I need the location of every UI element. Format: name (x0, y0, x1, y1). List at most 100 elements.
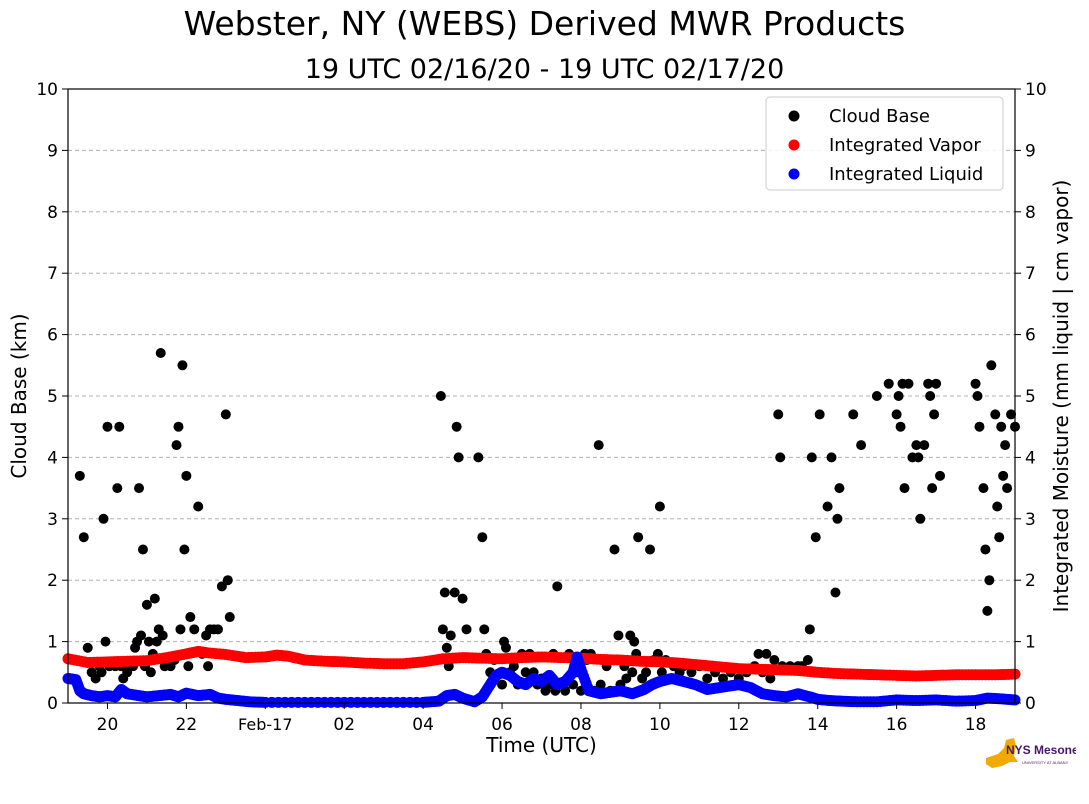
data-point (998, 470, 1009, 481)
x-tick-label: Feb-17 (238, 715, 292, 734)
legend-marker (788, 110, 800, 122)
data-point (895, 421, 906, 432)
data-point (1002, 483, 1013, 494)
data-point (802, 655, 813, 666)
data-point (477, 532, 488, 543)
y-tick-label-right: 8 (1025, 203, 1036, 223)
data-point (155, 348, 166, 359)
data-point (593, 440, 604, 451)
y-axis-label: Cloud Base (km) (7, 313, 31, 478)
data-point (974, 421, 985, 432)
data-point (986, 360, 997, 371)
data-point (449, 587, 460, 598)
data-point (500, 642, 511, 653)
y-tick-label: 9 (47, 141, 58, 161)
y-tick-label: 10 (36, 80, 58, 100)
y-axis-label-right: Integrated Moisture (mm liquid | cm vapo… (1049, 180, 1073, 613)
y-tick-label-right: 2 (1025, 571, 1036, 591)
logo-text: NYS Mesonet (1006, 743, 1076, 757)
data-point (927, 483, 938, 494)
data-point (970, 378, 981, 389)
data-point (102, 421, 113, 432)
data-point (520, 667, 531, 678)
y-tick-label: 0 (47, 694, 58, 714)
data-point (856, 440, 867, 451)
data-point (645, 544, 656, 555)
data-point (641, 667, 652, 678)
data-point (996, 421, 1007, 432)
data-point (185, 612, 196, 623)
data-point (984, 575, 995, 586)
data-point (982, 605, 993, 616)
y-tick-label: 4 (47, 448, 58, 468)
data-point (141, 599, 152, 610)
data-point (925, 391, 936, 401)
x-tick-label: 04 (412, 715, 434, 735)
data-point (411, 696, 423, 708)
y-tick-label: 1 (47, 633, 58, 653)
data-point (292, 696, 304, 708)
x-tick-label: 16 (886, 715, 908, 735)
data-point (439, 587, 450, 598)
data-point (972, 391, 983, 401)
data-point (143, 636, 154, 647)
data-point (193, 501, 204, 512)
legend-label: Integrated Liquid (829, 164, 983, 185)
x-tick-label: 08 (570, 715, 592, 735)
data-point (915, 513, 926, 524)
data-point (702, 673, 713, 684)
data-point (157, 630, 168, 641)
legend-marker (788, 139, 800, 151)
data-point (595, 679, 606, 690)
data-point (552, 581, 563, 592)
data-point (1000, 440, 1011, 451)
data-point (814, 409, 825, 420)
data-point (992, 501, 1003, 512)
data-point (183, 661, 194, 672)
data-point (871, 391, 882, 401)
data-point (929, 409, 940, 420)
data-point (629, 636, 640, 647)
data-point (179, 544, 190, 555)
data-point (654, 501, 665, 512)
data-point (497, 679, 508, 690)
data-point (810, 532, 821, 543)
data-point (189, 624, 200, 635)
data-point (473, 452, 484, 463)
data-point (822, 501, 833, 512)
data-point (883, 378, 894, 389)
data-point (893, 391, 904, 401)
data-point (441, 642, 452, 653)
data-point (994, 532, 1005, 543)
data-point (923, 378, 934, 389)
data-point (435, 391, 446, 401)
data-point (899, 483, 910, 494)
x-tick-label: 14 (807, 715, 829, 735)
legend-label: Cloud Base (829, 106, 930, 127)
data-point (718, 673, 729, 684)
data-point (371, 696, 383, 708)
logo-subtext: UNIVERSITY AT ALBANY (1022, 760, 1069, 765)
chart-subtitle: 19 UTC 02/16/20 - 19 UTC 02/17/20 (304, 54, 785, 85)
data-point (149, 593, 160, 604)
y-tick-label: 6 (47, 326, 58, 346)
data-point (686, 667, 697, 678)
data-point (832, 513, 843, 524)
data-point (627, 667, 638, 678)
data-point (769, 655, 780, 666)
x-tick-label: 06 (491, 715, 513, 735)
data-point (613, 630, 624, 641)
legend-marker (788, 168, 800, 180)
data-point (508, 661, 519, 672)
y-tick-label-right: 6 (1025, 326, 1036, 346)
legend-label: Integrated Vapor (829, 135, 981, 156)
data-point (173, 421, 184, 432)
data-point (171, 440, 182, 451)
data-point (652, 648, 663, 659)
x-tick-label: 22 (176, 715, 198, 735)
data-point (891, 409, 902, 420)
y-tick-label-right: 4 (1025, 448, 1036, 468)
y-tick-label: 5 (47, 387, 58, 407)
data-point (96, 667, 107, 678)
